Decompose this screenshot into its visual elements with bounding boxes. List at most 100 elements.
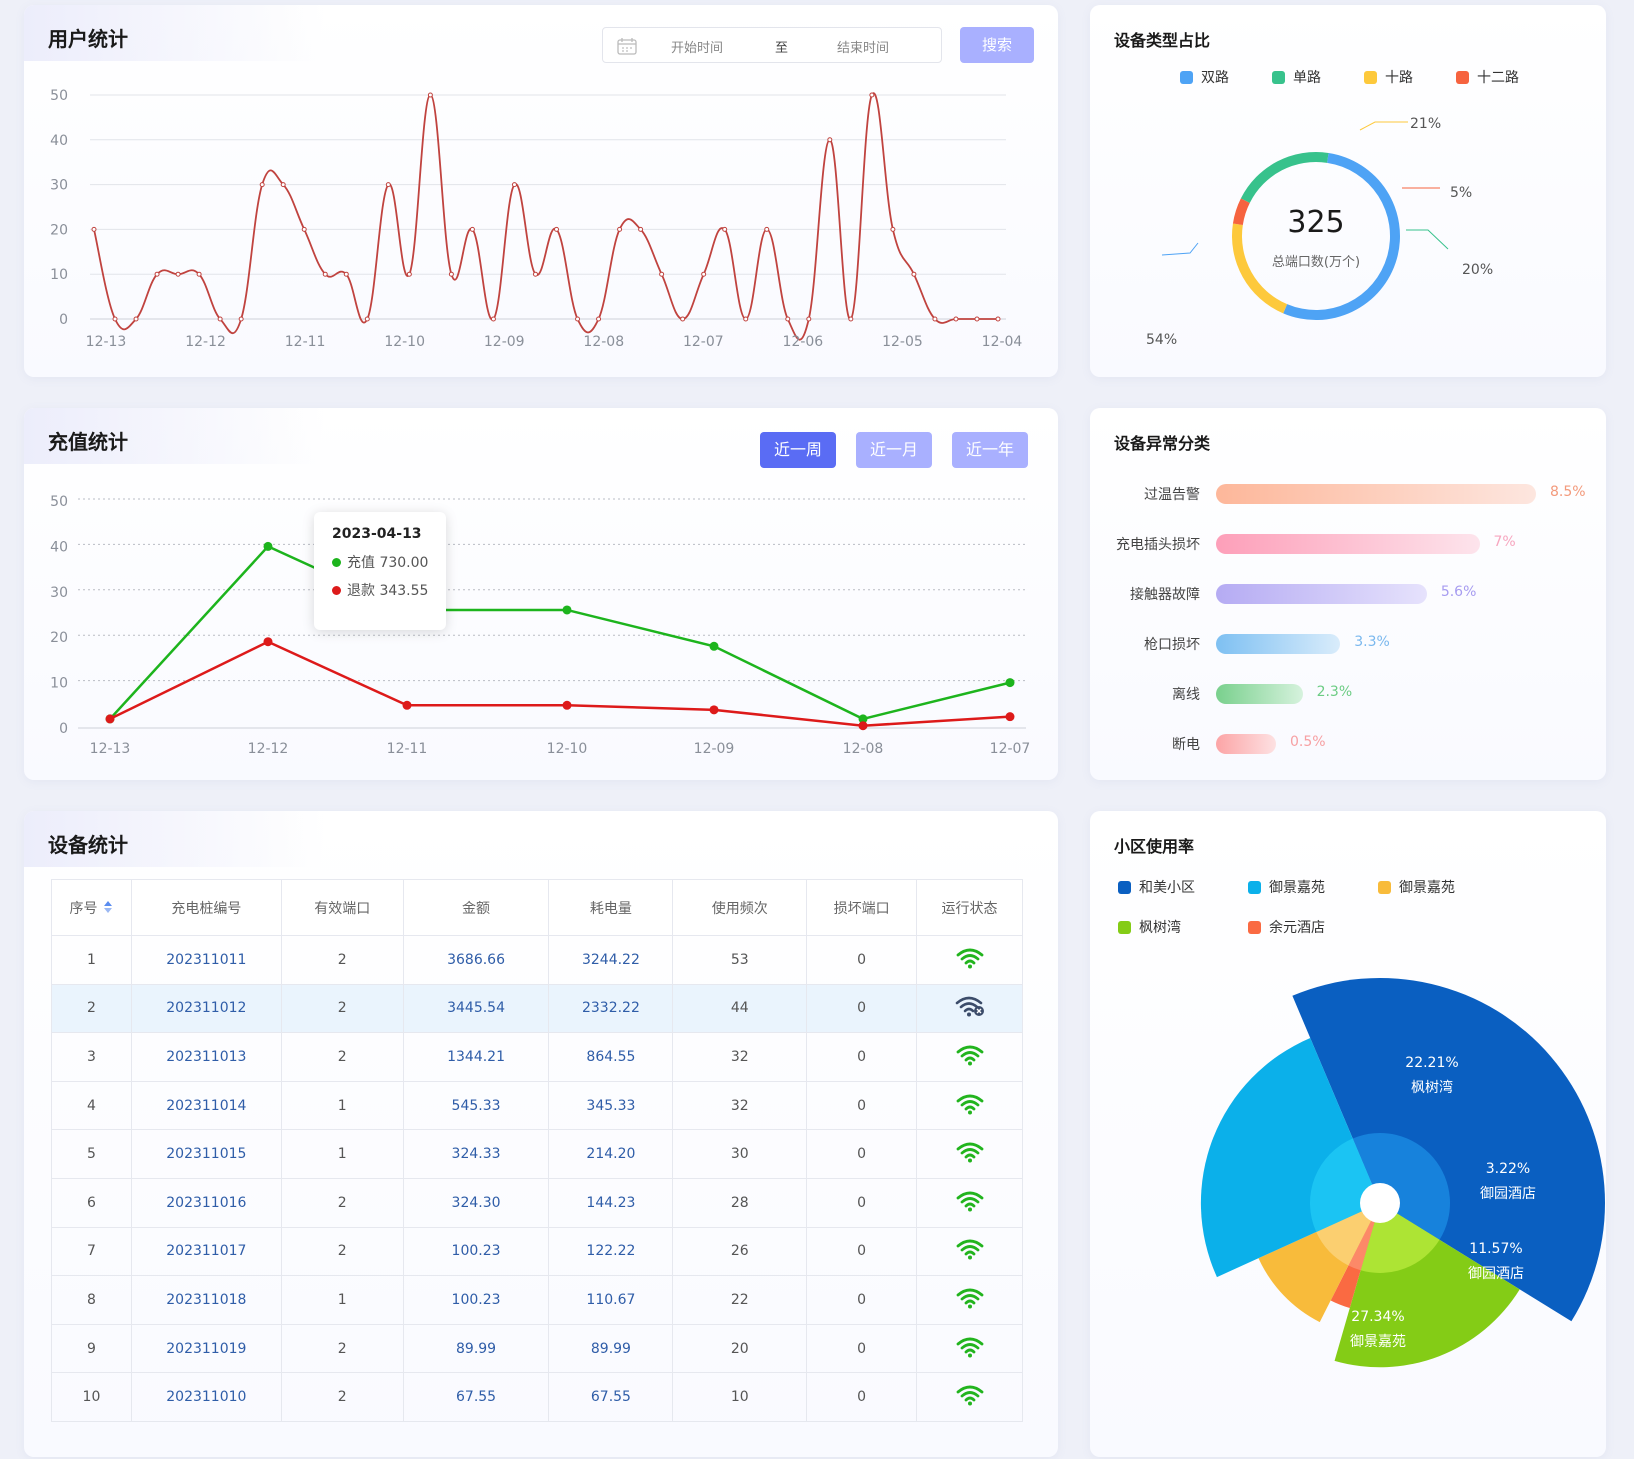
cell-amount: 324.33 [402, 1129, 550, 1179]
legend-item[interactable]: 单路 [1272, 67, 1321, 87]
cell-status [916, 1275, 1023, 1325]
data-point [427, 92, 433, 98]
cell-freq: 20 [672, 1323, 808, 1374]
table-row[interactable]: 10 202311010 2 67.55 67.55 10 0 [51, 1372, 1023, 1422]
start-date-input[interactable]: 开始时间 [671, 41, 724, 56]
legend-item[interactable]: 御景嘉苑 [1248, 877, 1325, 897]
data-point [995, 316, 1001, 322]
cell-no: 3 [51, 1032, 132, 1082]
cell-status [916, 1129, 1023, 1179]
legend-item[interactable]: 御景嘉苑 [1378, 877, 1455, 897]
table-row[interactable]: 7 202311017 2 100.23 122.22 26 0 [51, 1226, 1023, 1277]
data-point [133, 316, 139, 322]
x-tick-label: 12-07 [683, 334, 724, 350]
legend-label: 余元酒店 [1269, 920, 1325, 936]
cell-bad: 0 [806, 983, 918, 1034]
cell-ports: 2 [280, 1323, 404, 1374]
cell-ports: 1 [280, 1275, 404, 1325]
year-button[interactable]: 近一年 [952, 432, 1028, 468]
data-point [785, 316, 791, 322]
data-point [322, 271, 328, 277]
table-row[interactable]: 5 202311015 1 324.33 214.20 30 0 [51, 1129, 1023, 1179]
legend-item[interactable]: 余元酒店 [1248, 917, 1325, 937]
device-stats-title: 设备统计 [48, 833, 128, 857]
cell-amount: 3686.66 [402, 935, 550, 985]
donut-center-value: 325 [1287, 205, 1344, 240]
legend-item[interactable]: 十路 [1364, 67, 1413, 87]
wifi-icon [956, 1142, 984, 1167]
exception-value: 5.6% [1440, 584, 1477, 600]
cell-id: 202311011 [130, 935, 282, 985]
col-header-no[interactable]: 序号 [51, 879, 132, 936]
cell-id: 202311013 [130, 1032, 282, 1082]
table-row[interactable]: 6 202311016 2 324.30 144.23 28 0 [51, 1177, 1023, 1228]
cell-id: 202311018 [130, 1275, 282, 1325]
data-point [911, 271, 917, 277]
x-tick-label: 12-09 [484, 334, 525, 350]
legend-item[interactable]: 枫树湾 [1118, 917, 1181, 937]
date-range-picker[interactable]: 开始时间 至 结束时间 [602, 27, 942, 63]
data-point [890, 226, 896, 232]
week-button[interactable]: 近一周 [760, 432, 836, 468]
data-point [709, 705, 719, 715]
cell-no: 9 [51, 1323, 132, 1374]
data-point [974, 316, 980, 322]
y-tick-label: 0 [59, 312, 68, 328]
table-row[interactable]: 9 202311019 2 89.99 89.99 20 0 [51, 1323, 1023, 1374]
y-tick-label: 50 [50, 88, 68, 104]
exception-bar [1216, 684, 1303, 704]
cell-bad: 0 [806, 1177, 918, 1228]
wifi-icon [956, 948, 984, 973]
exception-row: 枪口损坏 3.3% [1090, 632, 1606, 656]
user-stats-card: 用户统计 开始时间 至 结束时间 搜索 0 10 20 30 40 50 12-13 12-1… [24, 5, 1058, 377]
exception-value: 0.5% [1290, 734, 1326, 750]
table-row[interactable]: 4 202311014 1 545.33 345.33 32 0 [51, 1080, 1023, 1131]
cell-id: 202311016 [130, 1177, 282, 1228]
data-point [1005, 712, 1015, 722]
table-row[interactable]: 2 202311012 2 3445.54 2332.22 44 0 [51, 983, 1023, 1034]
data-point [575, 316, 581, 322]
table-row[interactable]: 3 202311013 2 1344.21 864.55 32 0 [51, 1032, 1023, 1082]
table-row[interactable]: 1 202311011 2 3686.66 3244.22 53 0 [51, 935, 1023, 985]
wifi-icon [956, 1385, 984, 1410]
cell-ports: 2 [280, 1032, 404, 1082]
sort-icon[interactable] [103, 900, 113, 918]
legend-label: 御景嘉苑 [1269, 880, 1325, 896]
y-tick-label: 10 [50, 676, 68, 692]
y-tick-label: 40 [50, 133, 68, 149]
tooltip-row-refund: 退款 343.55 [332, 580, 428, 600]
cell-freq: 32 [672, 1032, 808, 1082]
slice-name: 御园酒店 [1468, 1266, 1524, 1282]
data-point [238, 316, 244, 322]
exception-label: 接触器故障 [1130, 587, 1200, 603]
cell-bad: 0 [806, 1323, 918, 1374]
x-tick-label: 12-10 [384, 334, 425, 350]
cell-no: 6 [51, 1177, 132, 1228]
legend-item[interactable]: 十二路 [1456, 67, 1519, 87]
legend-item[interactable]: 双路 [1180, 67, 1229, 87]
exception-label: 充电插头损坏 [1116, 537, 1200, 553]
wifi-icon [956, 1045, 984, 1070]
x-tick-label: 12-10 [547, 741, 588, 757]
slice-percent: 3.22% [1486, 1161, 1530, 1177]
month-button[interactable]: 近一月 [856, 432, 932, 468]
data-point [402, 700, 412, 710]
cell-status [916, 1177, 1023, 1228]
exception-label: 离线 [1172, 687, 1200, 703]
data-point [764, 226, 770, 232]
cell-bad: 0 [806, 1275, 918, 1325]
y-tick-label: 20 [50, 222, 68, 238]
slice-percent: 22.21% [1405, 1055, 1458, 1071]
y-tick-label: 30 [50, 585, 68, 601]
table-row[interactable]: 8 202311018 1 100.23 110.67 22 0 [51, 1275, 1023, 1325]
cell-no: 4 [51, 1080, 132, 1131]
data-point [659, 271, 665, 277]
legend-item[interactable]: 和美小区 [1118, 877, 1195, 897]
end-date-input[interactable]: 结束时间 [837, 41, 890, 56]
search-button[interactable]: 搜索 [960, 27, 1034, 63]
cell-power: 89.99 [548, 1323, 674, 1374]
community-usage-title: 小区使用率 [1114, 837, 1195, 856]
y-tick-label: 0 [59, 721, 68, 737]
cell-freq: 53 [672, 935, 808, 985]
exception-value: 2.3% [1316, 684, 1353, 700]
